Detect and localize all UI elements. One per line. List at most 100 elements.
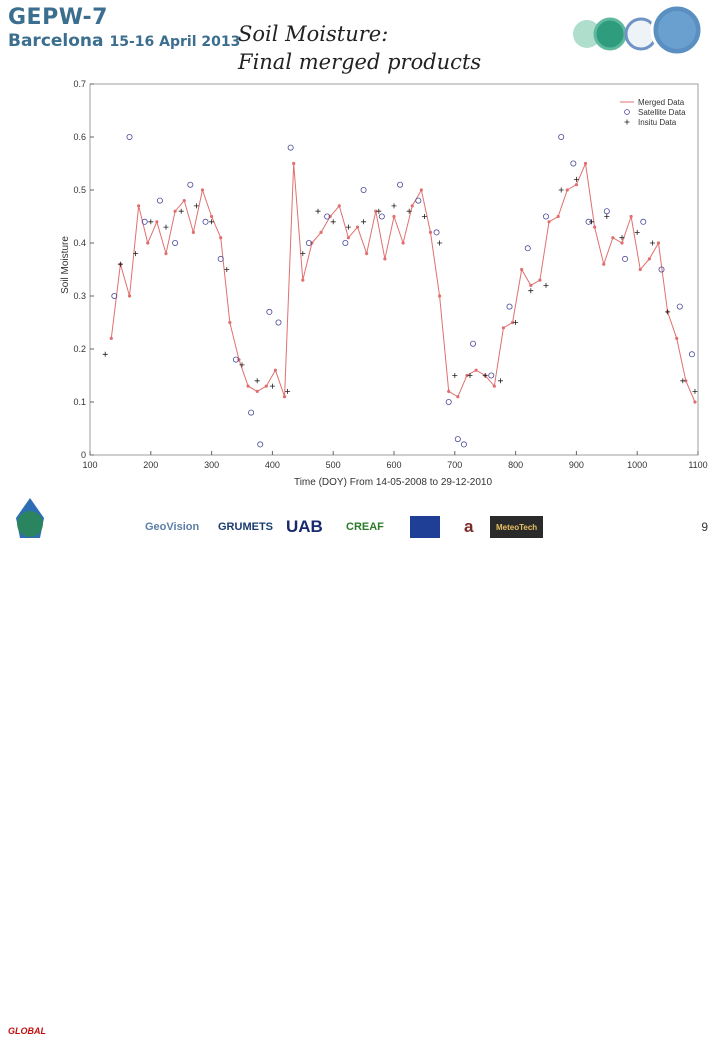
insitu-data-point bbox=[513, 320, 519, 325]
merged-data-point bbox=[146, 241, 150, 245]
merged-data-point bbox=[438, 294, 442, 298]
satellite-data-point bbox=[488, 372, 495, 379]
insitu-data-point bbox=[361, 219, 367, 225]
satellite-data-point bbox=[187, 181, 194, 188]
insitu-data-point bbox=[117, 261, 123, 267]
merged-data-point bbox=[602, 262, 606, 266]
y-tick-label-3: 0.3 bbox=[73, 291, 86, 301]
merged-data-point bbox=[383, 257, 387, 261]
insitu-data-point bbox=[376, 208, 382, 214]
insitu-data-point bbox=[497, 378, 503, 384]
eu-flag-icon bbox=[410, 516, 440, 538]
legend-insitu-swatch bbox=[624, 119, 630, 125]
satellite-data-point bbox=[570, 160, 577, 167]
x-tick-label-9: 1000 bbox=[627, 460, 647, 470]
merged-data-point bbox=[401, 241, 405, 245]
insitu-data-point bbox=[391, 203, 397, 209]
merged-data-point bbox=[520, 267, 524, 272]
merged-data-point bbox=[565, 188, 569, 192]
merged-data-point bbox=[465, 373, 469, 378]
satellite-data-point bbox=[543, 213, 550, 220]
insitu-data-point bbox=[437, 240, 443, 246]
merged-data-point bbox=[355, 225, 360, 229]
merged-data-point bbox=[127, 294, 132, 298]
soil-moisture-chart: 0 0.1 0.2 0.3 0.4 0.5 0.6 0.7 100 200 300 400 500 600… bbox=[60, 79, 708, 488]
merged-data-point bbox=[292, 161, 296, 166]
satellite-data-point bbox=[558, 134, 565, 141]
slide-number: 9 bbox=[701, 520, 708, 534]
insitu-data-point bbox=[452, 373, 458, 378]
legend-entry-1: Satellite Data bbox=[638, 108, 686, 117]
satellite-data-point bbox=[324, 213, 331, 220]
x-tick-label-6: 700 bbox=[447, 460, 462, 470]
satellite-data-point bbox=[360, 187, 367, 194]
y-axis-label: Soil Moisture bbox=[60, 236, 71, 294]
insitu-data-point bbox=[665, 309, 671, 315]
merged-data-point bbox=[611, 236, 615, 240]
merged-data-point bbox=[547, 220, 551, 224]
merged-data-point bbox=[264, 384, 268, 388]
satellite-data-point bbox=[397, 181, 404, 188]
satellite-data-point bbox=[217, 255, 224, 262]
project-logo-icon bbox=[573, 3, 704, 57]
insitu-data-point bbox=[209, 219, 215, 225]
slide-title: Soil Moisture: Final merged products bbox=[238, 20, 481, 76]
satellite-data-point bbox=[688, 351, 695, 358]
satellite-data-point bbox=[524, 245, 531, 252]
insitu-data-point bbox=[254, 378, 260, 384]
insitu-data-point bbox=[285, 388, 291, 394]
x-tick-label-10: 1100 bbox=[688, 460, 707, 470]
insitu-data-point bbox=[330, 219, 336, 225]
insitu-data-point bbox=[315, 208, 321, 214]
merged-data-point bbox=[228, 320, 232, 325]
insitu-data-point bbox=[558, 187, 564, 193]
merged-data-point bbox=[474, 368, 478, 372]
merged-data-point bbox=[556, 214, 560, 219]
satellite-data-point bbox=[266, 308, 273, 315]
x-tick-label-5: 600 bbox=[386, 460, 401, 470]
merged-data-point bbox=[629, 214, 633, 219]
satellite-data-point bbox=[415, 197, 422, 204]
merged-data-point bbox=[410, 204, 414, 208]
insitu-data-point bbox=[224, 267, 230, 272]
satellite-data-point bbox=[506, 303, 513, 310]
logo-uab: UAB bbox=[286, 517, 323, 536]
slide-title-line1: Soil Moisture: bbox=[238, 22, 389, 46]
satellite-data-point bbox=[378, 213, 385, 220]
merged-data-point bbox=[319, 230, 323, 234]
merged-data-series bbox=[109, 161, 697, 404]
satellite-data-point bbox=[460, 441, 467, 448]
merged-data-point bbox=[656, 241, 661, 245]
legend-satellite-swatch bbox=[624, 109, 630, 115]
merged-data-point bbox=[620, 241, 624, 245]
legend-entry-0: Merged Data bbox=[638, 98, 685, 107]
insitu-data-point bbox=[589, 219, 595, 225]
merged-data-point bbox=[191, 230, 195, 234]
merged-data-point bbox=[365, 252, 369, 256]
y-tick-label-0: 0 bbox=[81, 450, 86, 460]
merged-data-point bbox=[273, 368, 278, 372]
globe-logo-icon bbox=[16, 498, 44, 538]
insitu-data-point bbox=[239, 362, 245, 368]
logo-a: a bbox=[464, 517, 474, 536]
insitu-data-point bbox=[406, 208, 412, 214]
satellite-data-point bbox=[141, 218, 148, 225]
merged-data-point bbox=[246, 384, 250, 388]
merged-data-point bbox=[392, 214, 396, 219]
insitu-data-point bbox=[528, 288, 534, 294]
merged-data-point bbox=[583, 161, 588, 166]
x-tick-label-4: 500 bbox=[326, 460, 341, 470]
x-tick-label-8: 900 bbox=[569, 460, 584, 470]
insitu-data-point bbox=[649, 240, 655, 246]
merged-data-point bbox=[282, 395, 287, 399]
satellite-data-point bbox=[172, 239, 179, 246]
conference-dates: 15-16 April 2013 bbox=[109, 34, 241, 50]
logo-geovision: GeoVision bbox=[145, 521, 200, 533]
satellite-data-point bbox=[305, 239, 312, 246]
logo-meteotech: MeteoTech bbox=[490, 516, 544, 538]
merged-data-line bbox=[110, 161, 696, 403]
satellite-data-point bbox=[445, 398, 452, 405]
x-tick-label-2: 300 bbox=[204, 460, 219, 470]
merged-data-point bbox=[574, 183, 579, 187]
